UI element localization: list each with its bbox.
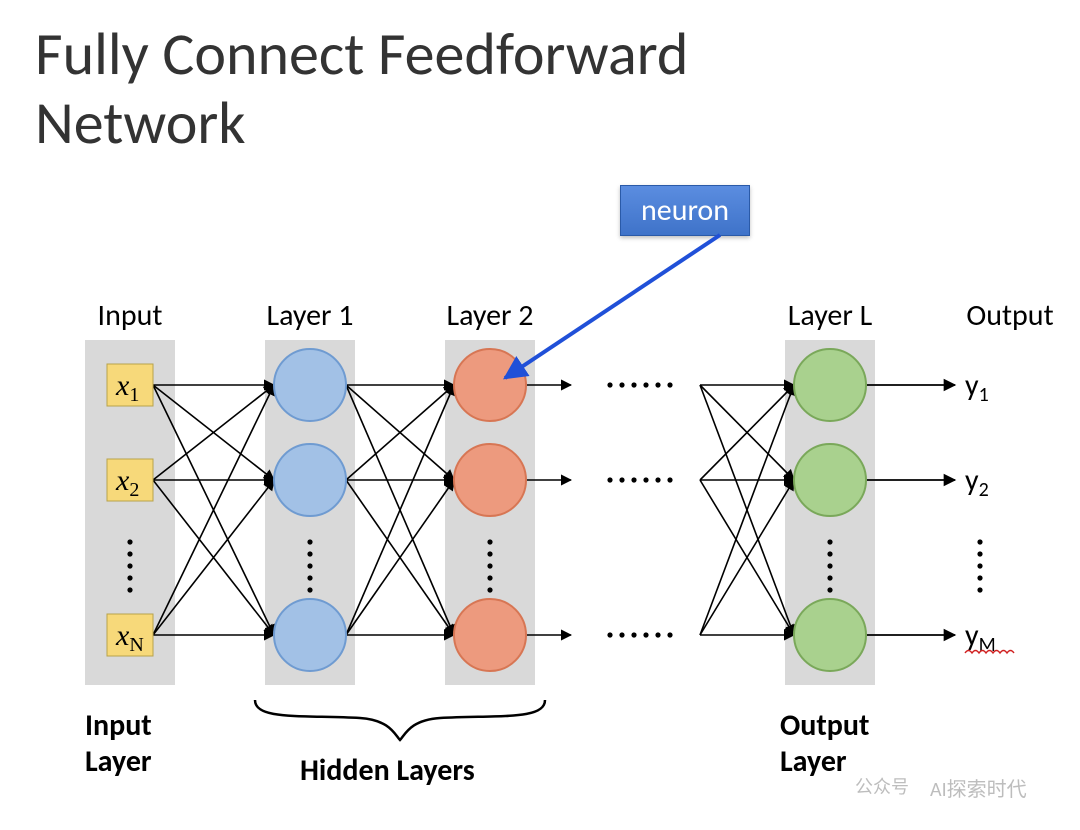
svg-text:Layer 1: Layer 1 <box>266 297 353 334</box>
hdots <box>607 382 672 637</box>
column-labels: Input Layer 1 Layer 2 Layer L Output <box>98 297 1054 334</box>
svg-text:y2: y2 <box>965 462 989 502</box>
svg-text:Layer L: Layer L <box>788 297 873 334</box>
network-diagram: x1x2xN y1y2yM InputLayer 1Layer 2Layer L… <box>0 0 1080 830</box>
hidden-layers-brace <box>255 700 545 740</box>
outputs: y1y2yM <box>965 367 1014 657</box>
watermark-text: AI探索时代 <box>930 773 1027 802</box>
svg-text:y1: y1 <box>965 367 989 407</box>
watermark-label: 公众号 <box>855 773 909 799</box>
svg-text:Layer 2: Layer 2 <box>446 297 533 334</box>
hidden-layers-label: Hidden Layers <box>300 752 475 789</box>
svg-text:Input: Input <box>98 297 163 334</box>
neurons <box>274 349 866 671</box>
neuron-pointer-arrow <box>505 235 720 378</box>
svg-text:Output: Output <box>966 297 1053 334</box>
output-layer-label: Output Layer <box>780 707 876 780</box>
input-layer-label: Input Layer <box>85 707 159 780</box>
